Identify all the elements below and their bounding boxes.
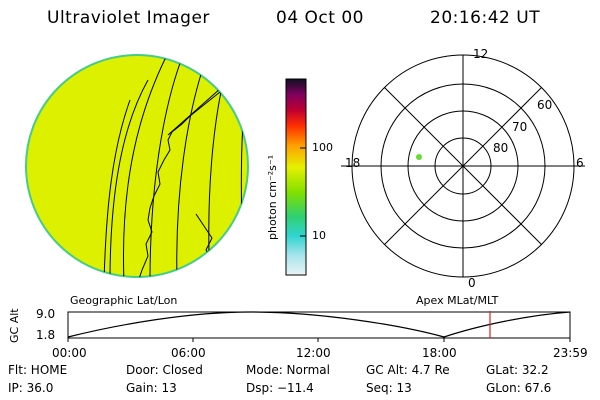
status-door: Door: Closed (126, 363, 203, 377)
status-flight: Flt: HOME (8, 363, 68, 377)
apex-label: Apex MLat/MLT (416, 294, 499, 307)
meridian-line (109, 79, 149, 277)
lat-label-80: 80 (493, 141, 509, 155)
auroral-marker (416, 154, 422, 160)
colorbar-scale (285, 78, 307, 276)
altitude-plot-frame (67, 311, 571, 339)
time-tick-1800: 18:00 (422, 346, 457, 360)
altitude-plot (67, 311, 571, 342)
time-tick-0000: 00:00 (52, 346, 87, 360)
geographic-label: Geographic Lat/Lon (70, 294, 178, 307)
status-ip: IP: 36.0 (8, 381, 54, 395)
polar-diagonal (384, 87, 542, 245)
date-label: 04 Oct 00 (276, 8, 364, 28)
coastline (225, 253, 245, 269)
polar-plot (341, 54, 585, 278)
mlt-label-18: 18 (345, 156, 361, 170)
instrument-title: Ultraviolet Imager (47, 8, 210, 28)
status-dsp: Dsp: −11.4 (246, 381, 314, 395)
lat-label-70: 70 (512, 120, 528, 134)
status-mode: Mode: Normal (246, 363, 330, 377)
time-label: 20:16:42 UT (430, 8, 541, 28)
meridian-line (149, 55, 184, 277)
time-tick-1200: 12:00 (296, 346, 331, 360)
meridian-line (123, 56, 167, 277)
colorbar-tick-100: 100 (312, 141, 333, 154)
mlt-label-12: 12 (473, 47, 489, 61)
meridian-line (103, 99, 131, 277)
status-gain: Gain: 13 (126, 381, 177, 395)
earth-disk (25, 54, 249, 278)
meridian-line (176, 55, 208, 277)
status-glat: GLat: 32.2 (486, 363, 549, 377)
mlt-label-0: 0 (468, 276, 476, 290)
altitude-tick-max: 9.0 (36, 307, 56, 321)
status-glon: GLon: 67.6 (486, 381, 552, 395)
lat-label-60: 60 (537, 98, 553, 112)
colorbar-tick-10: 10 (312, 229, 326, 242)
altitude-tick-min: 1.8 (36, 328, 56, 342)
mlt-label-6: 6 (576, 156, 584, 170)
time-tick-2359: 23:59 (553, 346, 588, 360)
altitude-axis-label: GC Alt (8, 308, 21, 343)
altitude-curve (67, 311, 571, 338)
earth-disk-image (25, 54, 249, 278)
colorbar-unit-label: photon cm⁻²s⁻¹ (266, 154, 279, 240)
time-tick-0600: 06:00 (171, 346, 206, 360)
status-seq: Seq: 13 (366, 381, 412, 395)
status-gc-alt: GC Alt: 4.7 Re (366, 363, 450, 377)
intensity-colorbar (285, 78, 307, 276)
